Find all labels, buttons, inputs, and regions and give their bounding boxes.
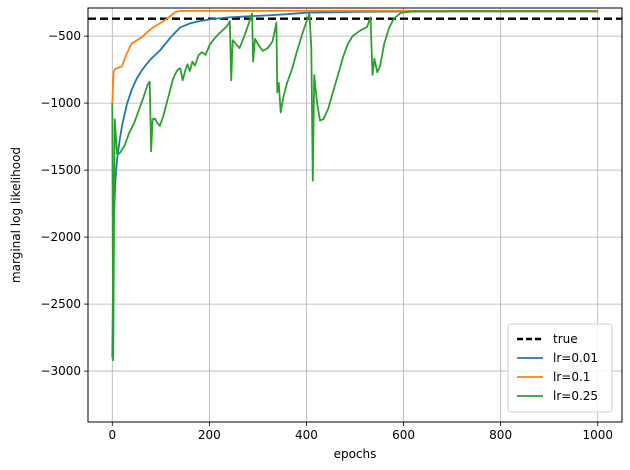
y-tick-label: −2500 [40, 297, 81, 311]
y-tick-label: −1500 [40, 163, 81, 177]
grid [88, 8, 622, 422]
x-tick-label: 1000 [582, 428, 613, 442]
series-layer [88, 10, 622, 362]
legend: true lr=0.01 lr=0.1 lr=0.25 [507, 323, 613, 413]
x-tick-label: 600 [392, 428, 415, 442]
legend-label: lr=0.25 [553, 389, 598, 403]
series-line-lr-0-25 [111, 10, 598, 362]
y-tick-label: −1000 [40, 96, 81, 110]
plot-frame [87, 7, 623, 423]
y-axis-label: marginal log likelihood [9, 147, 23, 283]
y-tick-label: −500 [48, 29, 81, 43]
legend-label: true [553, 332, 578, 346]
x-tick-label: 400 [295, 428, 318, 442]
legend-box [507, 323, 613, 413]
series-line-lr-0-1 [111, 10, 598, 104]
series-line-lr-0-01 [111, 10, 598, 358]
ticks: 0 200 400 600 800 1000 −3000 −2500 −2000 −1500 −10… [40, 29, 613, 442]
x-tick-label: 200 [198, 428, 221, 442]
legend-label: lr=0.01 [553, 351, 598, 365]
y-tick-label: −2000 [40, 230, 81, 244]
x-axis-label: epochs [334, 447, 377, 461]
x-tick-label: 0 [108, 428, 116, 442]
x-tick-label: 800 [489, 428, 512, 442]
y-tick-label: −3000 [40, 364, 81, 378]
legend-label: lr=0.1 [553, 370, 590, 384]
